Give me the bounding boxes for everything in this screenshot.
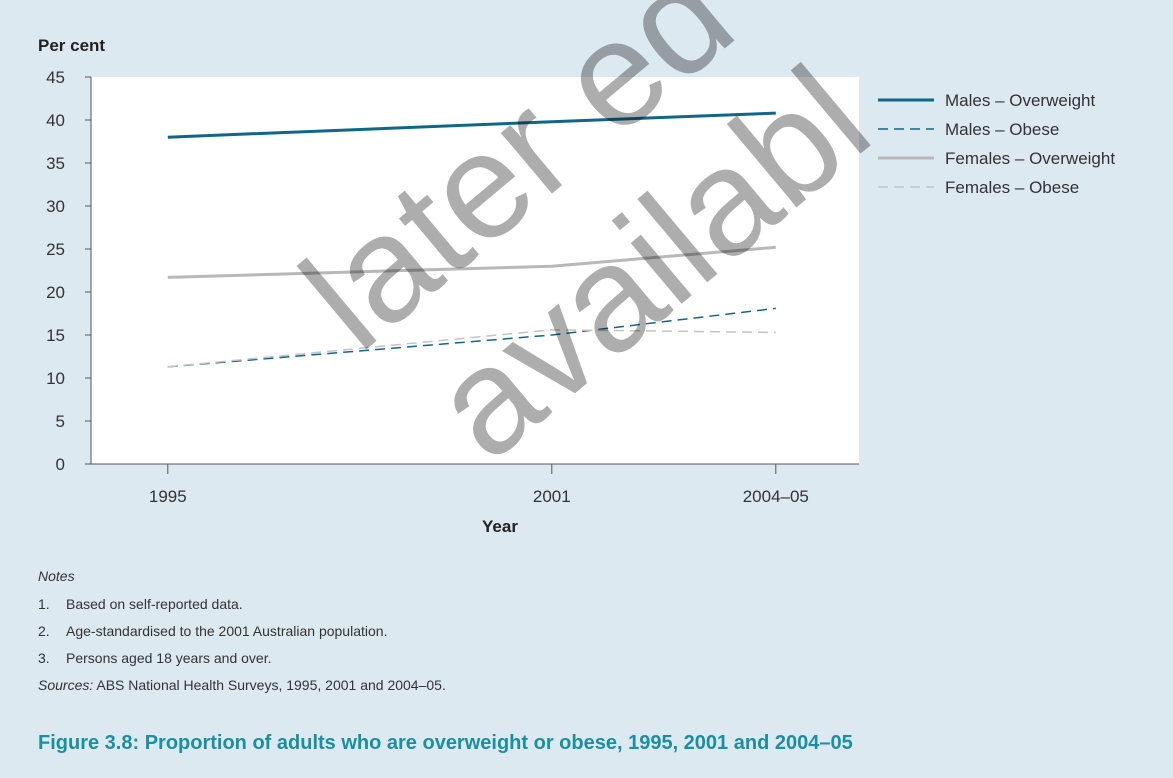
y-tick-label: 10 — [46, 369, 65, 388]
series-line-3 — [167, 245, 776, 279]
figure-caption: Figure 3.8: Proportion of adults who are… — [38, 732, 853, 754]
x-axis-title: Year — [482, 517, 518, 536]
note-2-number: 2. — [38, 623, 50, 639]
y-tick-label: 45 — [46, 68, 65, 87]
note-1-number: 1. — [38, 596, 50, 612]
series-line-2 — [167, 307, 776, 368]
x-tick-label: 2001 — [533, 487, 571, 506]
legend-label-4: Females – Obese — [945, 178, 1079, 197]
y-tick-label: 0 — [56, 455, 65, 474]
legend-label-3: Females – Overweight — [945, 149, 1115, 168]
notes-heading: Notes — [38, 568, 75, 584]
note-3-text: Persons aged 18 years and over. — [66, 650, 272, 666]
y-tick-label: 15 — [46, 326, 65, 345]
legend-label-2: Males – Obese — [945, 120, 1059, 139]
note-2: 2. Age-standardised to the 2001 Australia… — [38, 623, 446, 639]
y-tick-label: 20 — [46, 283, 65, 302]
x-tick-label: 1995 — [149, 487, 187, 506]
y-axis-title: Per cent — [38, 36, 105, 55]
sources-lead: Sources: — [38, 677, 94, 693]
y-tick-label: 5 — [56, 412, 65, 431]
y-tick-label: 35 — [46, 154, 65, 173]
series-line-4 — [167, 329, 776, 368]
note-2-text: Age-standardised to the 2001 Australian … — [66, 623, 388, 639]
notes-section: Notes 1. Based on self-reported data. 2. A… — [38, 568, 446, 693]
note-1-text: Based on self-reported data. — [66, 596, 243, 612]
note-1: 1. Based on self-reported data. — [38, 596, 446, 612]
plot-area — [91, 77, 859, 464]
y-tick-label: 30 — [46, 197, 65, 216]
x-tick-label: 2004–05 — [743, 487, 809, 506]
line-chart: 0 5 10 15 20 25 30 35 40 45 1995 2001 2004–05 Per cen… — [38, 36, 1115, 536]
series-line-1 — [167, 111, 776, 139]
y-tick-label: 25 — [46, 240, 65, 259]
note-3-number: 3. — [38, 650, 50, 666]
y-tick-label: 40 — [46, 111, 65, 130]
legend-label-1: Males – Overweight — [945, 91, 1096, 110]
sources-text: ABS National Health Surveys, 1995, 2001 … — [93, 677, 446, 693]
sources-line: Sources: ABS National Health Surveys, 19… — [38, 677, 446, 693]
note-3: 3. Persons aged 18 years and over. — [38, 650, 446, 666]
